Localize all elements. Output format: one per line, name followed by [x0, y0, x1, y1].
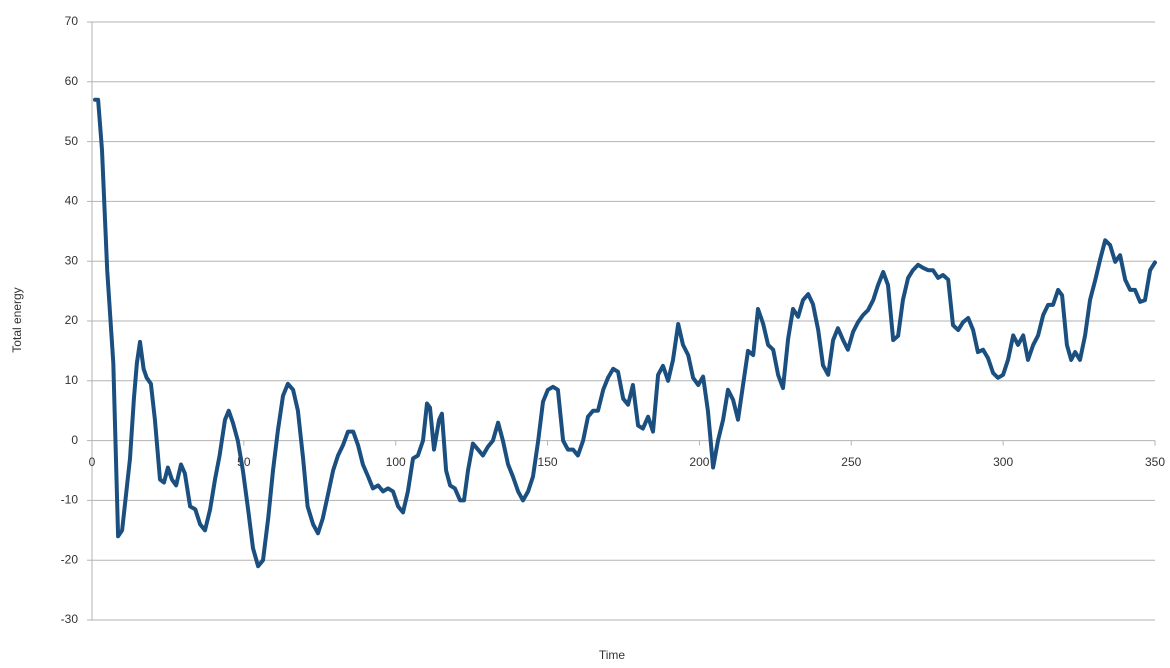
y-tick-label: 40: [65, 194, 79, 208]
y-tick-label: 30: [65, 253, 79, 267]
x-tick-label: 100: [386, 455, 406, 469]
x-tick-label: 250: [841, 455, 861, 469]
y-axis-title: Total energy: [10, 287, 24, 352]
y-tick-label: 20: [65, 313, 79, 327]
y-tick-label: 10: [65, 373, 79, 387]
y-tick-label: 70: [65, 14, 79, 28]
y-tick-label: -20: [61, 552, 79, 566]
x-tick-label: 300: [993, 455, 1013, 469]
x-tick-label: 150: [538, 455, 558, 469]
data-line: [93, 97, 1157, 569]
x-tick-label: 350: [1145, 455, 1165, 469]
x-tick-label: 200: [689, 455, 709, 469]
y-tick-label: 0: [71, 433, 78, 447]
y-tick-label: -10: [61, 493, 79, 507]
y-tick-label: -30: [61, 612, 79, 626]
y-tick-label: 50: [65, 134, 79, 148]
x-tick-label: 0: [89, 455, 96, 469]
y-tick-label: 60: [65, 74, 79, 88]
x-axis-title: Time: [599, 648, 626, 662]
